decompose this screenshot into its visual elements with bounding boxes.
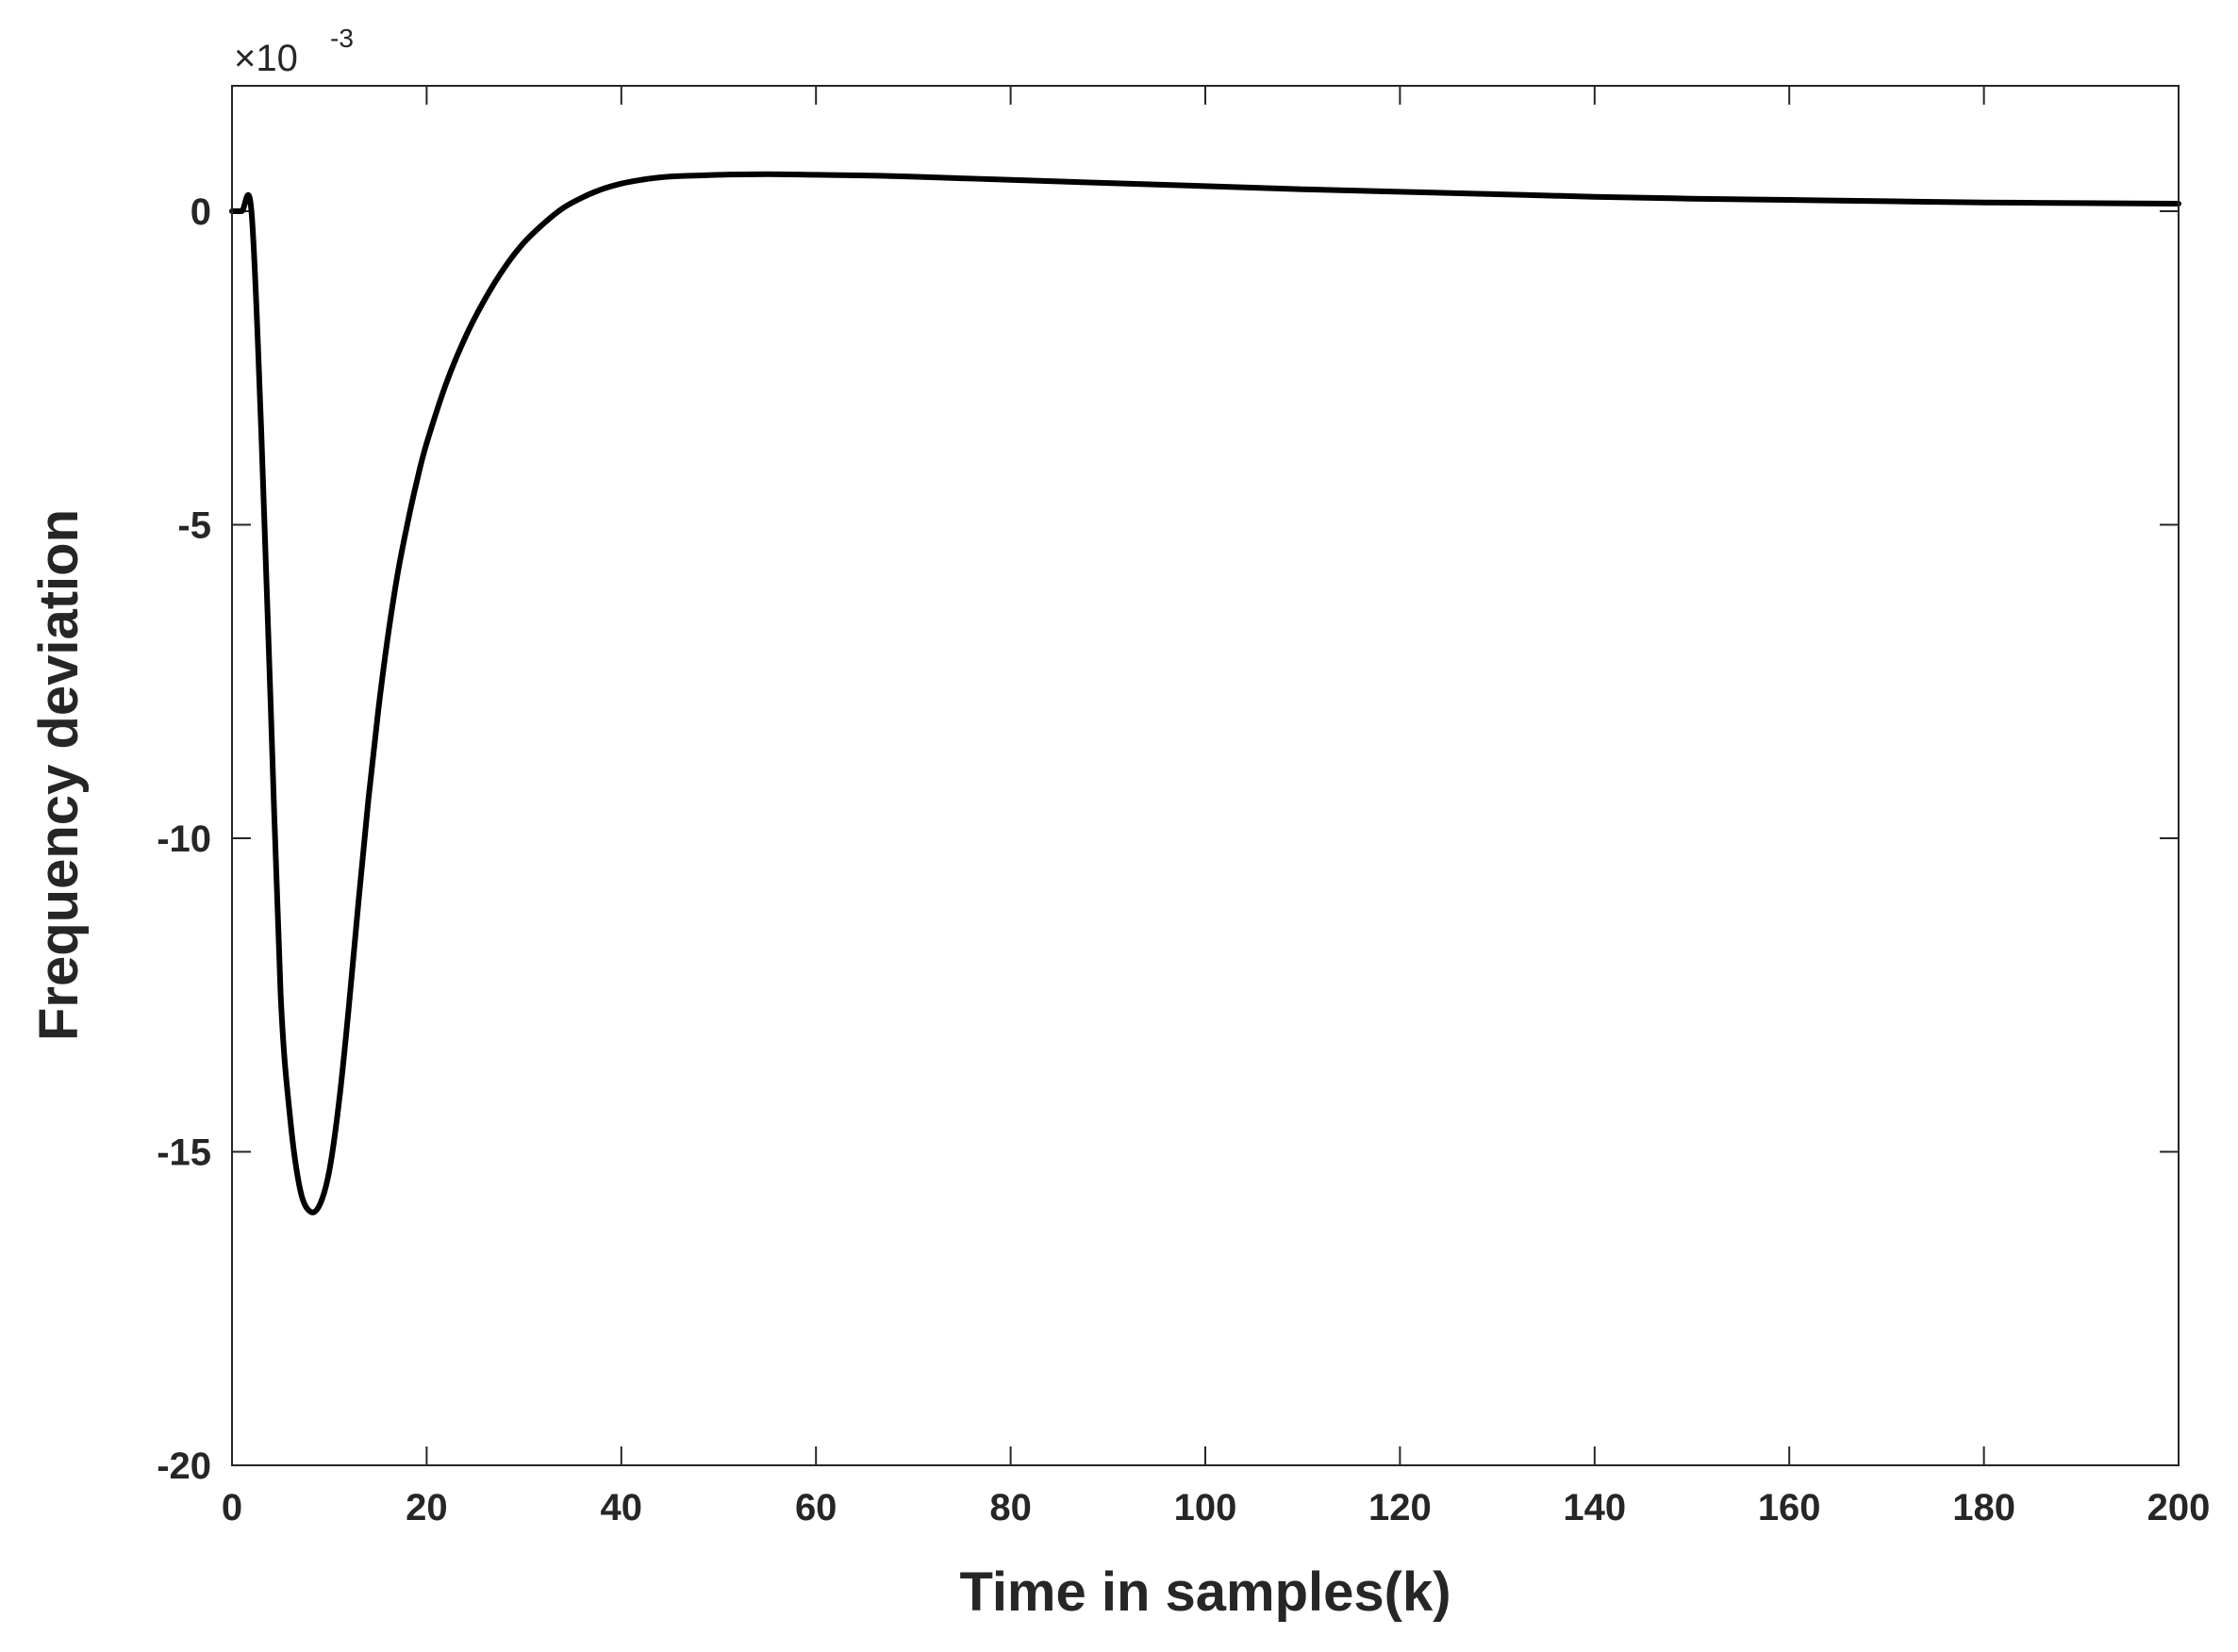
y-tick-labels: 0 -5 -10 -15 -20: [157, 191, 211, 1487]
x-tick-label: 160: [1758, 1487, 1821, 1528]
series-layer: [229, 171, 2181, 1215]
x-tick-label: 140: [1563, 1487, 1626, 1528]
x-axis-label: Time in samples(k): [959, 1561, 1451, 1623]
x-tick-label: 120: [1368, 1487, 1432, 1528]
x-tick-label: 80: [989, 1487, 1032, 1528]
y-exponent-power: -3: [330, 24, 354, 53]
x-tick-label: 60: [795, 1487, 837, 1528]
x-tick-label: 180: [1952, 1487, 2015, 1528]
y-tick-label: -10: [157, 818, 211, 860]
y-tick-label: -20: [157, 1446, 211, 1487]
x-tick-label: 100: [1174, 1487, 1237, 1528]
x-tick-label: 20: [406, 1487, 448, 1528]
x-tick-label: 40: [601, 1487, 643, 1528]
x-tick-label: 200: [2147, 1487, 2211, 1528]
y-tick-label: -15: [157, 1132, 211, 1174]
plot-frame: [231, 85, 2180, 1466]
x-tick-labels: 0 20 40 60 80 100 120 140 160 180 200: [222, 1487, 2211, 1528]
ticks-layer: [231, 86, 2180, 1466]
plot-background: [232, 86, 2179, 1465]
series-line-0: [229, 171, 2181, 1215]
y-tick-label: -5: [177, 505, 211, 547]
y-exponent-base: ×10: [234, 38, 298, 79]
y-axis-label: Frequency deviation: [28, 509, 90, 1041]
x-tick-label: 0: [222, 1487, 242, 1528]
y-tick-label: 0: [191, 191, 211, 233]
